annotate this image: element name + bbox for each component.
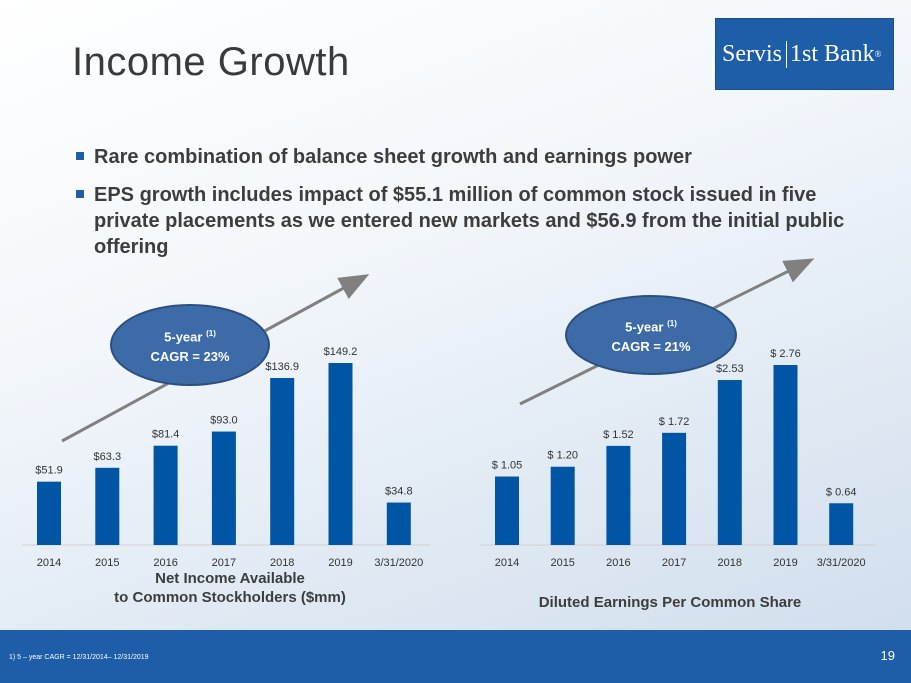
x-tick-label: 2017 bbox=[212, 557, 236, 569]
chart-title-line: to Common Stockholders ($mm) bbox=[114, 589, 346, 606]
x-tick-label: 2016 bbox=[606, 557, 630, 569]
x-tick-label: 3/31/2020 bbox=[374, 557, 423, 569]
bar-value-label: $136.9 bbox=[265, 361, 299, 373]
bar-0-2 bbox=[153, 445, 178, 545]
bar-value-label: $63.3 bbox=[94, 451, 122, 463]
bar-value-label: $34.8 bbox=[385, 486, 413, 498]
bar-0-6 bbox=[386, 502, 411, 545]
bar-0-3 bbox=[211, 431, 236, 545]
bar-value-label: $51.9 bbox=[35, 465, 63, 477]
bar-value-label: $93.0 bbox=[210, 415, 238, 427]
bar-1-4 bbox=[717, 380, 742, 545]
x-tick-label: 2018 bbox=[718, 557, 742, 569]
bar-0-5 bbox=[328, 363, 353, 545]
bar-1-6 bbox=[829, 503, 854, 545]
chart-title-right: Diluted Earnings Per Common Share bbox=[510, 593, 830, 612]
x-tick-label: 3/31/2020 bbox=[817, 557, 866, 569]
chart-title-left: Net Income Available to Common Stockhold… bbox=[80, 569, 380, 607]
logo-text-part1: Servis bbox=[722, 40, 787, 68]
bar-value-label: $ 1.05 bbox=[492, 460, 523, 472]
cagr-footnote-ref: (1) bbox=[667, 319, 677, 329]
cagr-ellipse-left: 5-year (1) CAGR = 23% bbox=[110, 304, 270, 386]
x-tick-label: 2016 bbox=[153, 557, 177, 569]
footer-bar: 1) 5 – year CAGR = 12/31/2014– 12/31/201… bbox=[0, 630, 911, 683]
bar-value-label: $ 1.52 bbox=[603, 429, 634, 441]
bar-1-5 bbox=[773, 365, 798, 545]
bullet-text: EPS growth includes impact of $55.1 mill… bbox=[94, 184, 845, 258]
bar-value-label: $2.53 bbox=[716, 363, 744, 375]
bullet-square-icon bbox=[76, 190, 84, 198]
cagr-footnote-ref: (1) bbox=[206, 329, 216, 339]
bar-0-4 bbox=[270, 378, 295, 545]
bullet-square-icon bbox=[76, 152, 84, 160]
bar-1-2 bbox=[606, 445, 631, 545]
x-tick-label: 2015 bbox=[550, 557, 574, 569]
bar-value-label: $ 1.20 bbox=[547, 450, 578, 462]
cagr-label: 5-year bbox=[164, 329, 203, 345]
x-tick-label: 2019 bbox=[773, 557, 797, 569]
bar-value-label: $ 2.76 bbox=[770, 348, 801, 360]
bar-0-0 bbox=[37, 481, 61, 545]
bullet-text: Rare combination of balance sheet growth… bbox=[94, 146, 692, 168]
page-title: Income Growth bbox=[72, 40, 350, 84]
chart-title-line: Net Income Available bbox=[155, 570, 305, 587]
logo-text-part2: 1st Bank bbox=[790, 40, 875, 67]
servisfirst-logo: Servis 1st Bank ® bbox=[715, 18, 894, 90]
bar-1-3 bbox=[662, 432, 687, 545]
x-tick-label: 2018 bbox=[270, 557, 294, 569]
x-tick-label: 2015 bbox=[95, 557, 119, 569]
bullet-item: EPS growth includes impact of $55.1 mill… bbox=[74, 182, 874, 260]
logo-registered-mark: ® bbox=[874, 49, 882, 59]
bar-1-1 bbox=[550, 466, 575, 545]
bar-0-1 bbox=[95, 467, 120, 545]
cagr-value: CAGR = 21% bbox=[611, 338, 691, 354]
cagr-label: 5-year bbox=[625, 319, 664, 335]
bullet-item: Rare combination of balance sheet growth… bbox=[74, 144, 874, 170]
chart-title-line: Diluted Earnings Per Common Share bbox=[538, 594, 802, 611]
bullet-list: Rare combination of balance sheet growth… bbox=[74, 144, 874, 272]
cagr-ellipse-right: 5-year (1) CAGR = 21% bbox=[565, 295, 737, 375]
bar-1-0 bbox=[495, 476, 519, 545]
page-number: 19 bbox=[880, 648, 895, 663]
bar-value-label: $ 0.64 bbox=[826, 486, 857, 498]
footnote: 1) 5 – year CAGR = 12/31/2014– 12/31/201… bbox=[9, 654, 149, 661]
bar-value-label: $ 1.72 bbox=[659, 416, 690, 428]
bar-value-label: $149.2 bbox=[324, 346, 358, 358]
x-tick-label: 2014 bbox=[37, 557, 61, 569]
cagr-value: CAGR = 23% bbox=[150, 348, 230, 364]
x-tick-label: 2014 bbox=[495, 557, 519, 569]
bar-value-label: $81.4 bbox=[152, 429, 180, 441]
x-tick-label: 2019 bbox=[328, 557, 352, 569]
x-tick-label: 2017 bbox=[662, 557, 686, 569]
